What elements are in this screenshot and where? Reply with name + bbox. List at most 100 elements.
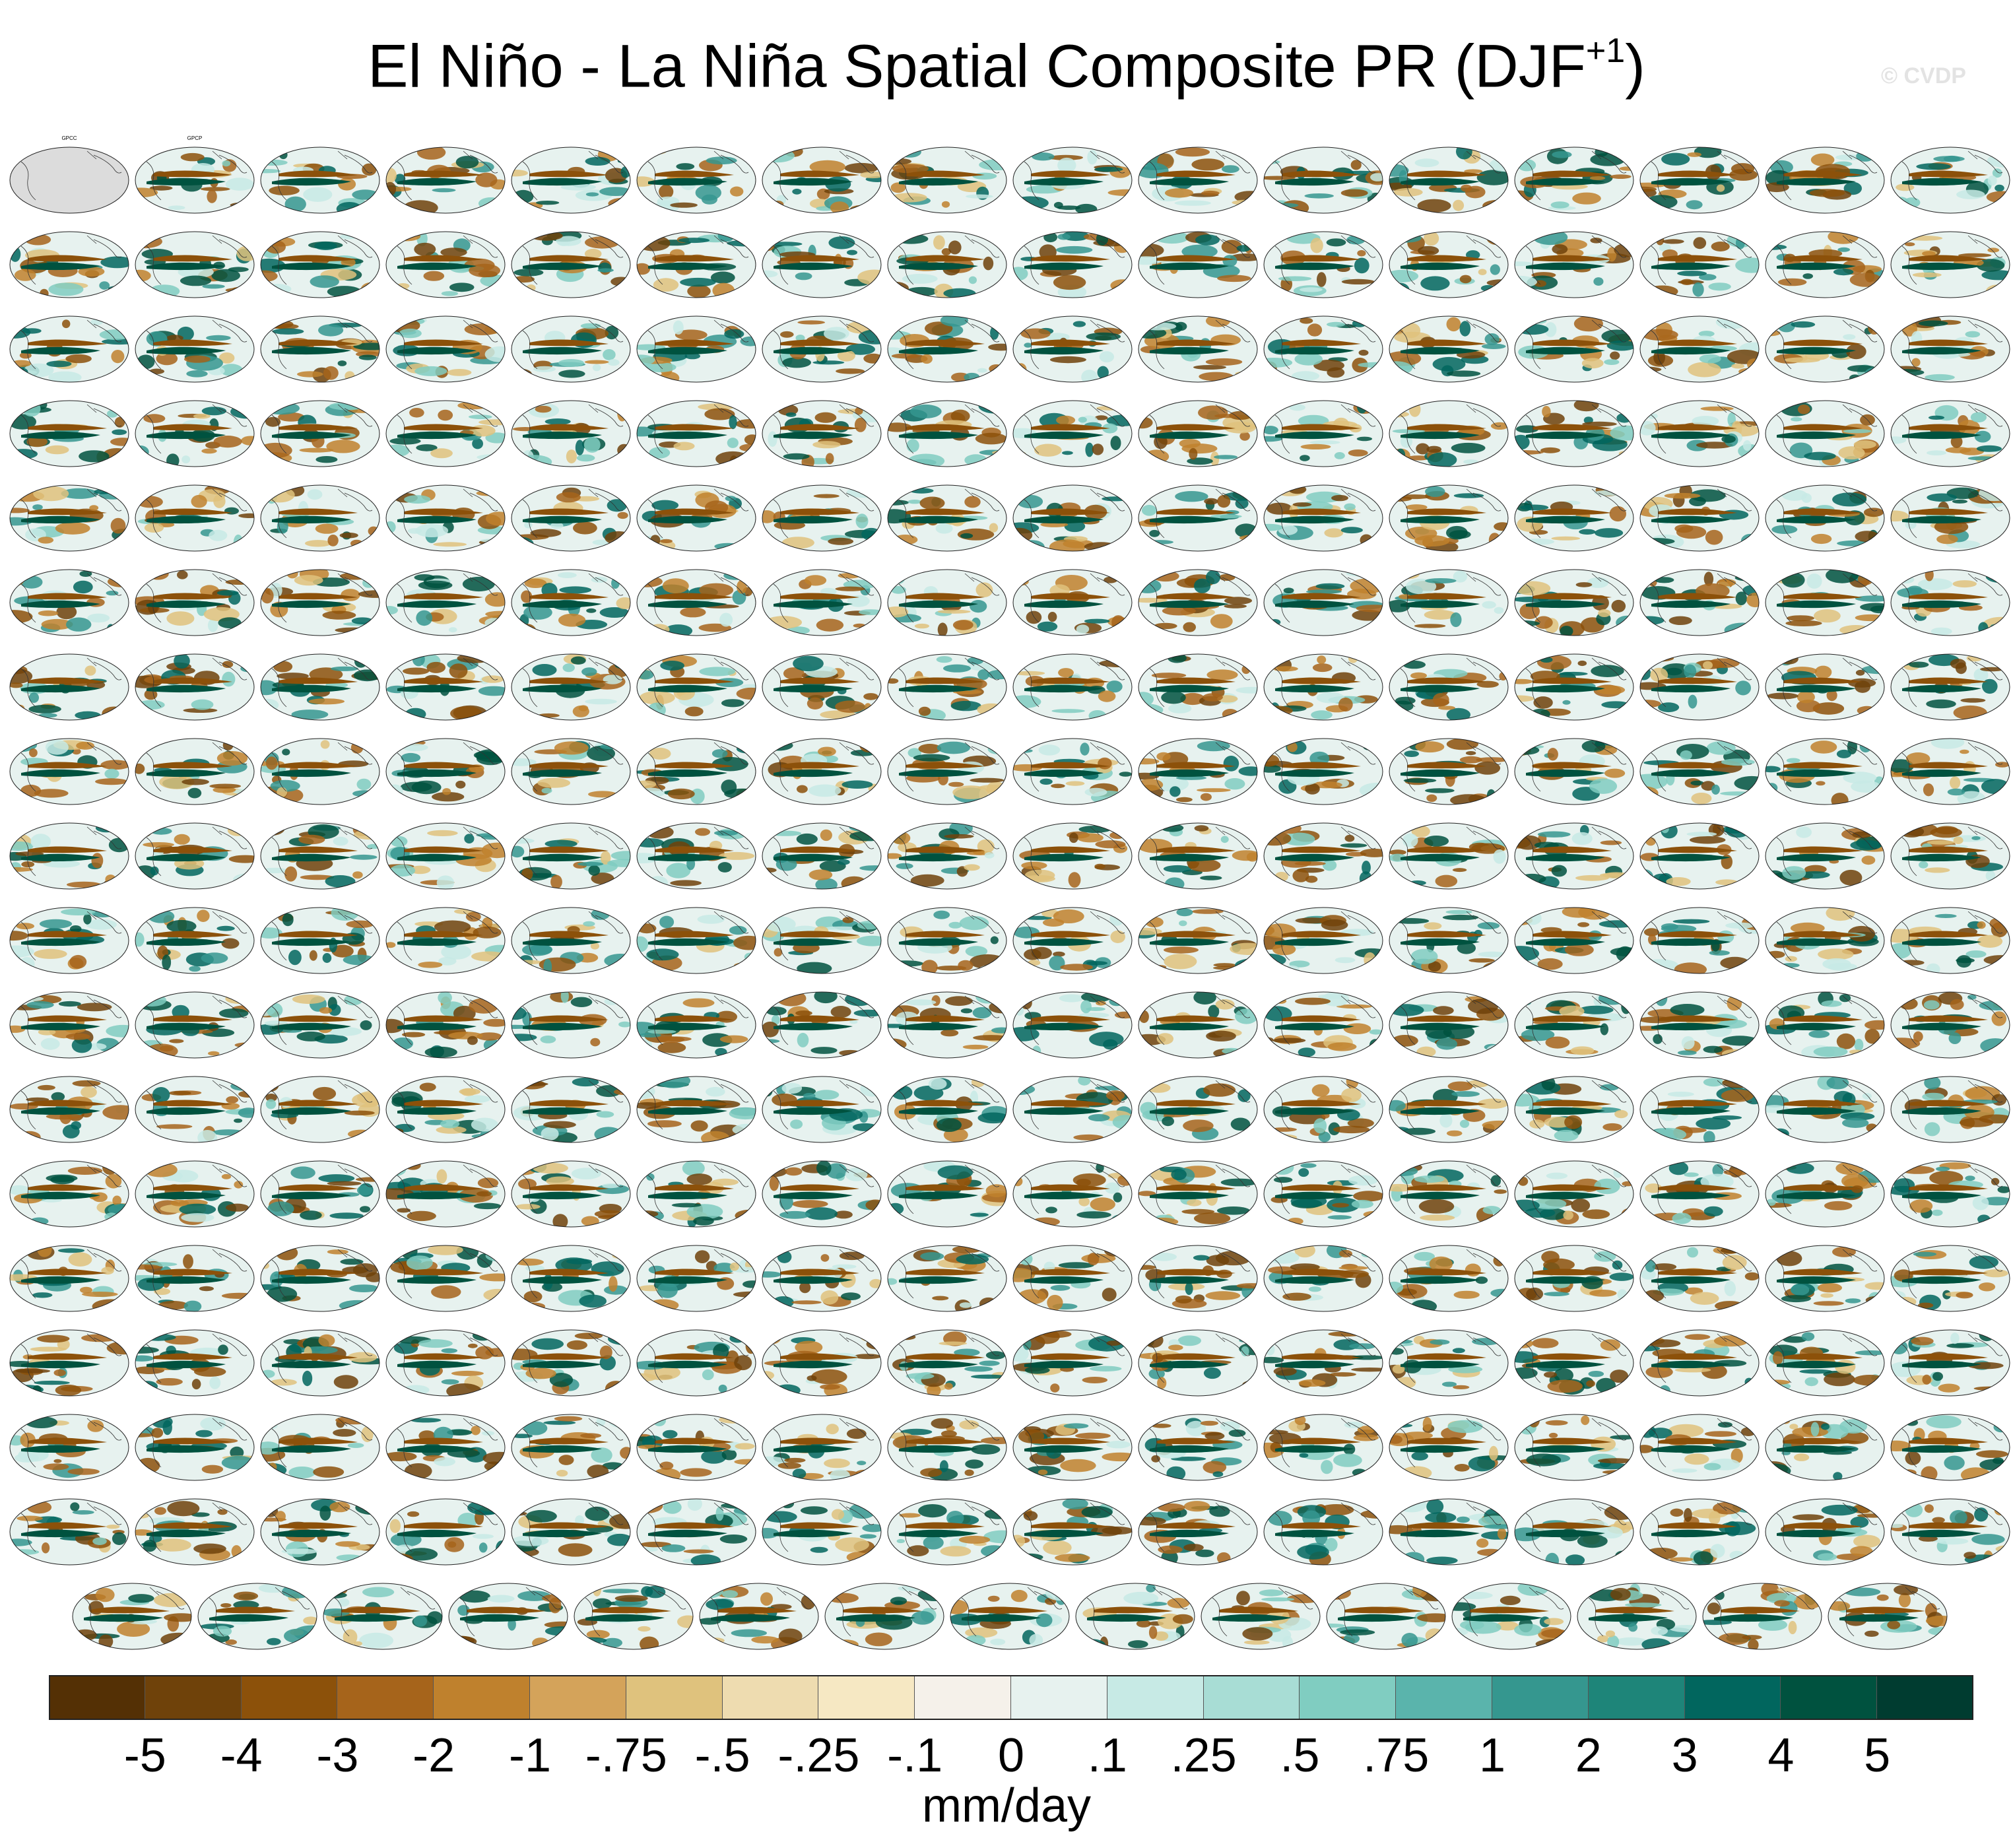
equatorial-wet-band bbox=[899, 515, 978, 524]
dry-anomaly-region bbox=[1053, 909, 1084, 923]
coastline bbox=[647, 826, 749, 876]
wet-anomaly-region bbox=[959, 916, 989, 931]
wet-anomaly-region bbox=[898, 147, 921, 158]
wet-anomaly-region bbox=[1742, 585, 1759, 596]
coastline bbox=[1149, 573, 1251, 623]
composite-map-panel bbox=[510, 727, 632, 808]
wet-anomaly-region bbox=[1680, 750, 1692, 760]
subtropical-dry-band bbox=[153, 508, 232, 515]
dry-anomaly-region bbox=[1408, 401, 1421, 417]
dry-anomaly-region bbox=[556, 492, 581, 503]
coastline bbox=[1274, 657, 1376, 708]
composite-map-panel bbox=[760, 1149, 883, 1231]
dry-anomaly-region bbox=[1324, 528, 1344, 538]
dry-anomaly-region bbox=[14, 704, 25, 712]
dry-anomaly-region bbox=[812, 441, 841, 449]
coastline bbox=[20, 404, 122, 454]
wet-anomaly-region bbox=[1579, 529, 1596, 535]
dry-anomaly-region bbox=[213, 436, 242, 448]
equatorial-wet-band bbox=[1526, 178, 1605, 186]
wet-anomaly-region bbox=[441, 944, 471, 960]
map-outline bbox=[511, 822, 631, 890]
coastline bbox=[1525, 826, 1627, 876]
composite-map-panel bbox=[1262, 304, 1385, 386]
wet-anomaly-region bbox=[1109, 997, 1125, 1006]
equatorial-wet-band bbox=[1150, 178, 1229, 186]
wet-anomaly-region bbox=[328, 1004, 341, 1016]
wet-anomaly-region bbox=[1978, 622, 1989, 634]
equatorial-wet-band bbox=[1777, 431, 1856, 440]
dry-anomaly-region bbox=[1164, 188, 1194, 198]
map-outline bbox=[135, 738, 255, 805]
dry-anomaly-region bbox=[809, 199, 830, 209]
coastline bbox=[647, 742, 749, 792]
equatorial-wet-band bbox=[397, 262, 477, 271]
map-figure bbox=[1389, 991, 1509, 1059]
dry-anomaly-region bbox=[1747, 358, 1759, 370]
wet-anomaly-region bbox=[473, 1203, 502, 1210]
wet-anomaly-region bbox=[908, 500, 922, 504]
equatorial-wet-band bbox=[1526, 1022, 1605, 1031]
wet-anomaly-region bbox=[1223, 756, 1239, 772]
dry-anomaly-region bbox=[1053, 951, 1065, 957]
wet-anomaly-region bbox=[1692, 416, 1719, 426]
coastline bbox=[1651, 150, 1752, 201]
coastline bbox=[773, 235, 874, 285]
equatorial-wet-band bbox=[523, 600, 602, 609]
composite-map-panel bbox=[1387, 220, 1510, 302]
dry-anomaly-region bbox=[1266, 1134, 1298, 1141]
dry-anomaly-region bbox=[1406, 504, 1428, 511]
wet-anomaly-region bbox=[22, 401, 41, 417]
dry-anomaly-region bbox=[1288, 485, 1307, 494]
dry-anomaly-region bbox=[1911, 358, 1921, 367]
equatorial-wet-band bbox=[774, 346, 853, 355]
subtropical-dry-band bbox=[780, 339, 859, 346]
dry-anomaly-region bbox=[675, 329, 708, 341]
dry-anomaly-region bbox=[1020, 328, 1051, 339]
wet-anomaly-region bbox=[322, 953, 332, 963]
map-outline bbox=[887, 653, 1007, 721]
map-outline bbox=[1389, 400, 1509, 467]
map-figure bbox=[1514, 231, 1634, 298]
wet-anomaly-region bbox=[386, 606, 398, 615]
wet-anomaly-region bbox=[234, 1118, 243, 1123]
map-outline bbox=[1514, 315, 1634, 383]
map-figure bbox=[636, 822, 756, 890]
map-outline bbox=[1639, 907, 1760, 974]
composite-map-panel bbox=[1137, 220, 1259, 302]
dry-anomaly-region bbox=[647, 1120, 682, 1128]
equatorial-wet-band bbox=[774, 262, 853, 271]
equatorial-wet-band bbox=[147, 853, 226, 862]
dry-anomaly-region bbox=[1199, 372, 1234, 381]
wet-anomaly-region bbox=[73, 580, 93, 594]
wet-anomaly-region bbox=[893, 570, 906, 584]
dry-anomaly-region bbox=[1646, 285, 1678, 298]
dry-anomaly-region bbox=[1032, 1217, 1060, 1226]
subtropical-dry-band bbox=[404, 931, 483, 938]
subtropical-dry-band bbox=[529, 339, 609, 346]
dry-anomaly-region bbox=[1746, 592, 1759, 608]
dry-anomaly-region bbox=[1589, 176, 1606, 180]
wet-anomaly-region bbox=[666, 863, 691, 878]
wet-anomaly-region bbox=[1721, 758, 1755, 766]
wet-anomaly-region bbox=[783, 453, 810, 460]
dry-anomaly-region bbox=[970, 954, 1006, 970]
map-outline bbox=[9, 400, 129, 467]
wet-anomaly-region bbox=[1736, 236, 1745, 249]
dry-anomaly-region bbox=[1047, 612, 1057, 622]
coastline bbox=[773, 319, 874, 370]
dry-anomaly-region bbox=[143, 842, 174, 847]
coastline bbox=[1776, 826, 1878, 876]
wet-anomaly-region bbox=[1138, 692, 1154, 707]
equatorial-wet-band bbox=[1651, 178, 1731, 186]
wet-anomaly-region bbox=[1425, 788, 1455, 793]
wet-anomaly-region bbox=[1992, 168, 2002, 178]
equatorial-wet-band bbox=[774, 431, 853, 440]
map-outline bbox=[1389, 147, 1509, 214]
coastline bbox=[1901, 742, 2003, 792]
wet-anomaly-region bbox=[1222, 165, 1239, 173]
wet-anomaly-region bbox=[1334, 452, 1345, 459]
wet-anomaly-region bbox=[1645, 195, 1678, 209]
wet-anomaly-region bbox=[1447, 370, 1481, 377]
map-outline bbox=[1765, 484, 1885, 552]
